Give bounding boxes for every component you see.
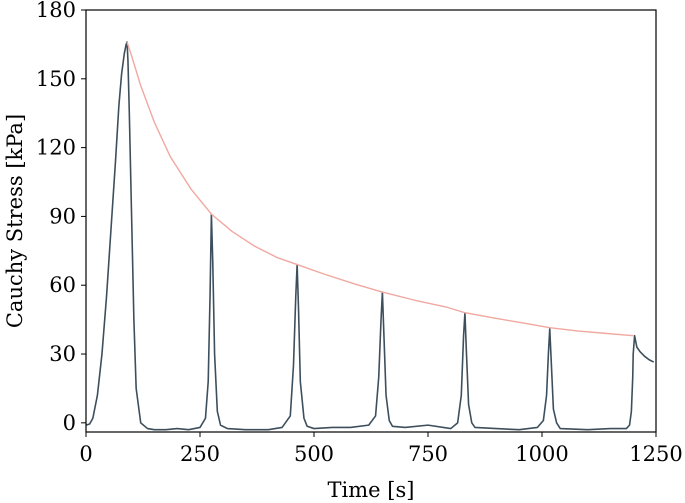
y-tick-label: 180 (36, 0, 76, 22)
plot-content (85, 41, 655, 431)
x-tick-label: 0 (79, 442, 92, 466)
y-tick-label: 150 (36, 67, 76, 91)
y-tick-label: 120 (36, 136, 76, 160)
series-line-0 (85, 41, 655, 431)
y-axis: 0 30 60 90 120 150 180 (36, 0, 86, 435)
x-tick-label: 250 (180, 442, 220, 466)
x-tick-label: 1250 (629, 442, 682, 466)
y-tick-label: 60 (49, 273, 76, 297)
series-line-1 (126, 41, 634, 337)
x-axis-label: Time [s] (328, 478, 415, 502)
plot-frame (85, 9, 657, 433)
x-tick-label: 750 (408, 442, 448, 466)
x-tick-label: 500 (294, 442, 334, 466)
y-tick-label: 30 (49, 342, 76, 366)
y-axis-label: Cauchy Stress [kPa] (3, 114, 27, 328)
y-tick-label: 0 (63, 411, 76, 435)
y-tick-label: 90 (49, 204, 76, 228)
x-axis: 0 250 500 750 1000 1250 (79, 432, 683, 466)
x-tick-label: 1000 (515, 442, 568, 466)
